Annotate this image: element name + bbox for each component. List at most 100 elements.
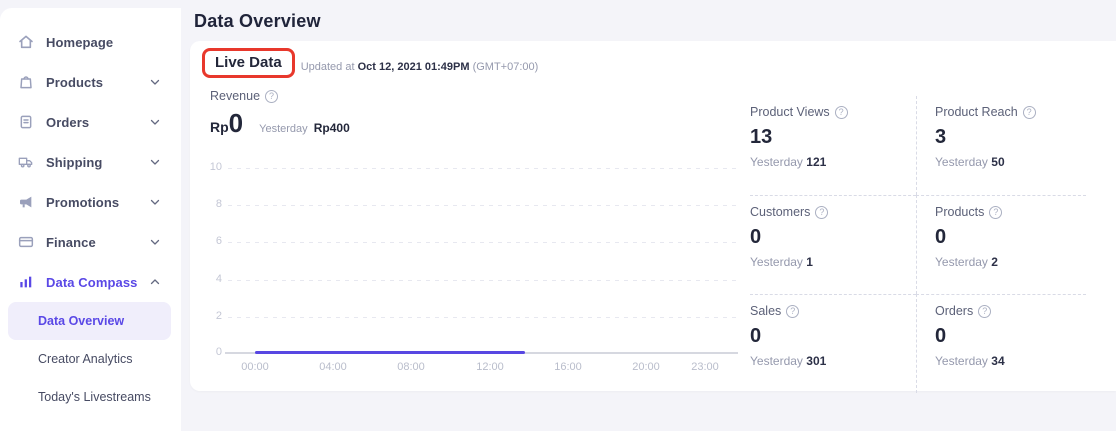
stat-label: Orders (935, 304, 974, 318)
sidebar-item-label: Promotions (46, 194, 120, 210)
chevron-down-icon[interactable] (149, 236, 161, 248)
credit-card-icon (18, 234, 35, 251)
megaphone-icon (18, 194, 35, 211)
gridline (228, 317, 738, 318)
yesterday-label: Yesterday (750, 354, 803, 368)
stat-label: Products (935, 205, 985, 219)
sidebar-item-finance[interactable]: Finance (0, 222, 181, 262)
yesterday-label: Yesterday (750, 155, 803, 169)
stat-value: 13 (750, 126, 773, 148)
updated-timezone: (GMT+07:00) (472, 61, 539, 73)
sidebar-item-label: Data Compass (46, 274, 138, 290)
sidebar-item-label: Shipping (46, 154, 103, 170)
help-icon[interactable]: ? (834, 105, 848, 119)
truck-icon (18, 154, 35, 171)
yesterday-label: Yesterday (259, 123, 308, 135)
x-tick-label: 00:00 (241, 361, 269, 373)
yesterday-value: 301 (806, 354, 827, 368)
gridline (228, 280, 738, 281)
sidebar-item-shipping[interactable]: Shipping (0, 142, 181, 182)
sidebar-subitem-label: Today's Livestreams (38, 390, 151, 404)
y-tick-label: 10 (209, 161, 222, 173)
x-tick-label: 16:00 (554, 361, 582, 373)
yesterday-label: Yesterday (935, 155, 988, 169)
sidebar-item-label: Products (46, 74, 104, 90)
revenue-yesterday: Yesterday Rp400 (259, 121, 350, 135)
updated-datetime: Oct 12, 2021 01:49PM (357, 61, 470, 73)
document-icon (18, 114, 35, 131)
help-icon[interactable]: ? (1022, 105, 1036, 119)
stat-label: Product Reach (935, 105, 1018, 119)
x-tick-label: 23:00 (691, 361, 719, 373)
help-icon[interactable]: ? (978, 304, 992, 318)
sidebar: Homepage Products Orders Shipping Pro (0, 8, 181, 431)
yesterday-label: Yesterday (935, 255, 988, 269)
stat-cell-products: Products ? 0 Yesterday 2 (916, 195, 1086, 294)
revenue-block: Revenue ? Rp 0 Yesterday Rp400 (210, 89, 350, 136)
sidebar-item-data-compass[interactable]: Data Compass (0, 262, 181, 302)
chevron-down-icon[interactable] (149, 196, 161, 208)
chevron-up-icon[interactable] (149, 276, 161, 288)
x-tick-label: 12:00 (476, 361, 504, 373)
x-tick-label: 04:00 (319, 361, 347, 373)
sidebar-subitem-creator-analytics[interactable]: Creator Analytics (0, 340, 181, 378)
updated-prefix: Updated at (300, 61, 355, 73)
x-tick-label: 08:00 (397, 361, 425, 373)
stat-value: 0 (935, 325, 947, 347)
sidebar-subitem-todays-livestreams[interactable]: Today's Livestreams (0, 378, 181, 416)
yesterday-value: Rp400 (313, 121, 350, 135)
chevron-down-icon[interactable] (149, 116, 161, 128)
sidebar-item-label: Finance (46, 234, 96, 250)
help-icon[interactable]: ? (815, 205, 829, 219)
yesterday-value: 34 (991, 354, 1005, 368)
sidebar-item-label: Homepage (46, 34, 114, 50)
main-content: Data Overview Live Data Updated at Oct 1… (181, 0, 1116, 393)
stat-cell-product-views: Product Views ? 13 Yesterday 121 (750, 96, 916, 195)
sidebar-item-products[interactable]: Products (0, 62, 181, 102)
y-tick-label: 4 (215, 273, 222, 285)
stat-value: 0 (750, 325, 762, 347)
live-data-annotation-box: Live Data (202, 48, 295, 78)
page-title: Data Overview (194, 11, 321, 31)
yesterday-value: 2 (991, 255, 998, 269)
chevron-down-icon[interactable] (149, 156, 161, 168)
live-data-header: Live Data Updated at Oct 12, 2021 01:49P… (202, 48, 538, 78)
yesterday-value: 50 (991, 155, 1005, 169)
revenue-chart: 10 8 6 4 2 0 00:00 04:00 08:00 12:00 16:… (210, 161, 738, 373)
y-tick-label: 2 (215, 310, 222, 322)
yesterday-label: Yesterday (750, 255, 803, 269)
y-tick-label: 0 (215, 346, 222, 358)
sidebar-item-orders[interactable]: Orders (0, 102, 181, 142)
sidebar-subitem-label: Creator Analytics (38, 352, 133, 366)
stat-value: 0 (935, 226, 947, 248)
help-icon[interactable]: ? (265, 89, 279, 103)
sidebar-item-promotions[interactable]: Promotions (0, 182, 181, 222)
live-data-title: Live Data (215, 54, 282, 71)
y-tick-label: 6 (215, 235, 222, 247)
bar-chart-icon (18, 274, 35, 291)
sidebar-item-label: Orders (46, 114, 90, 130)
live-data-card: Live Data Updated at Oct 12, 2021 01:49P… (190, 41, 1116, 393)
stat-cell-customers: Customers ? 0 Yesterday 1 (750, 195, 916, 294)
stat-cell-product-reach: Product Reach ? 3 Yesterday 50 (916, 96, 1086, 195)
stat-label: Product Views (750, 105, 830, 119)
help-icon[interactable]: ? (786, 304, 800, 318)
yesterday-label: Yesterday (935, 354, 988, 368)
gridline (228, 242, 738, 243)
x-tick-label: 20:00 (632, 361, 660, 373)
sidebar-subitem-data-overview[interactable]: Data Overview (8, 302, 171, 340)
gridline (228, 205, 738, 206)
stat-value: 0 (750, 226, 762, 248)
revenue-label: Revenue (210, 89, 261, 103)
yesterday-value: 121 (806, 155, 827, 169)
y-tick-label: 8 (215, 198, 222, 210)
revenue-line-series (255, 351, 525, 354)
stats-grid: Product Views ? 13 Yesterday 121 Product… (750, 96, 1086, 393)
chevron-down-icon[interactable] (149, 76, 161, 88)
sidebar-item-homepage[interactable]: Homepage (0, 22, 181, 62)
stat-label: Customers (750, 205, 811, 219)
stat-value: 3 (935, 126, 947, 148)
help-icon[interactable]: ? (989, 205, 1003, 219)
home-icon (18, 34, 35, 51)
updated-at-text: Updated at Oct 12, 2021 01:49PM (GMT+07:… (301, 61, 539, 73)
